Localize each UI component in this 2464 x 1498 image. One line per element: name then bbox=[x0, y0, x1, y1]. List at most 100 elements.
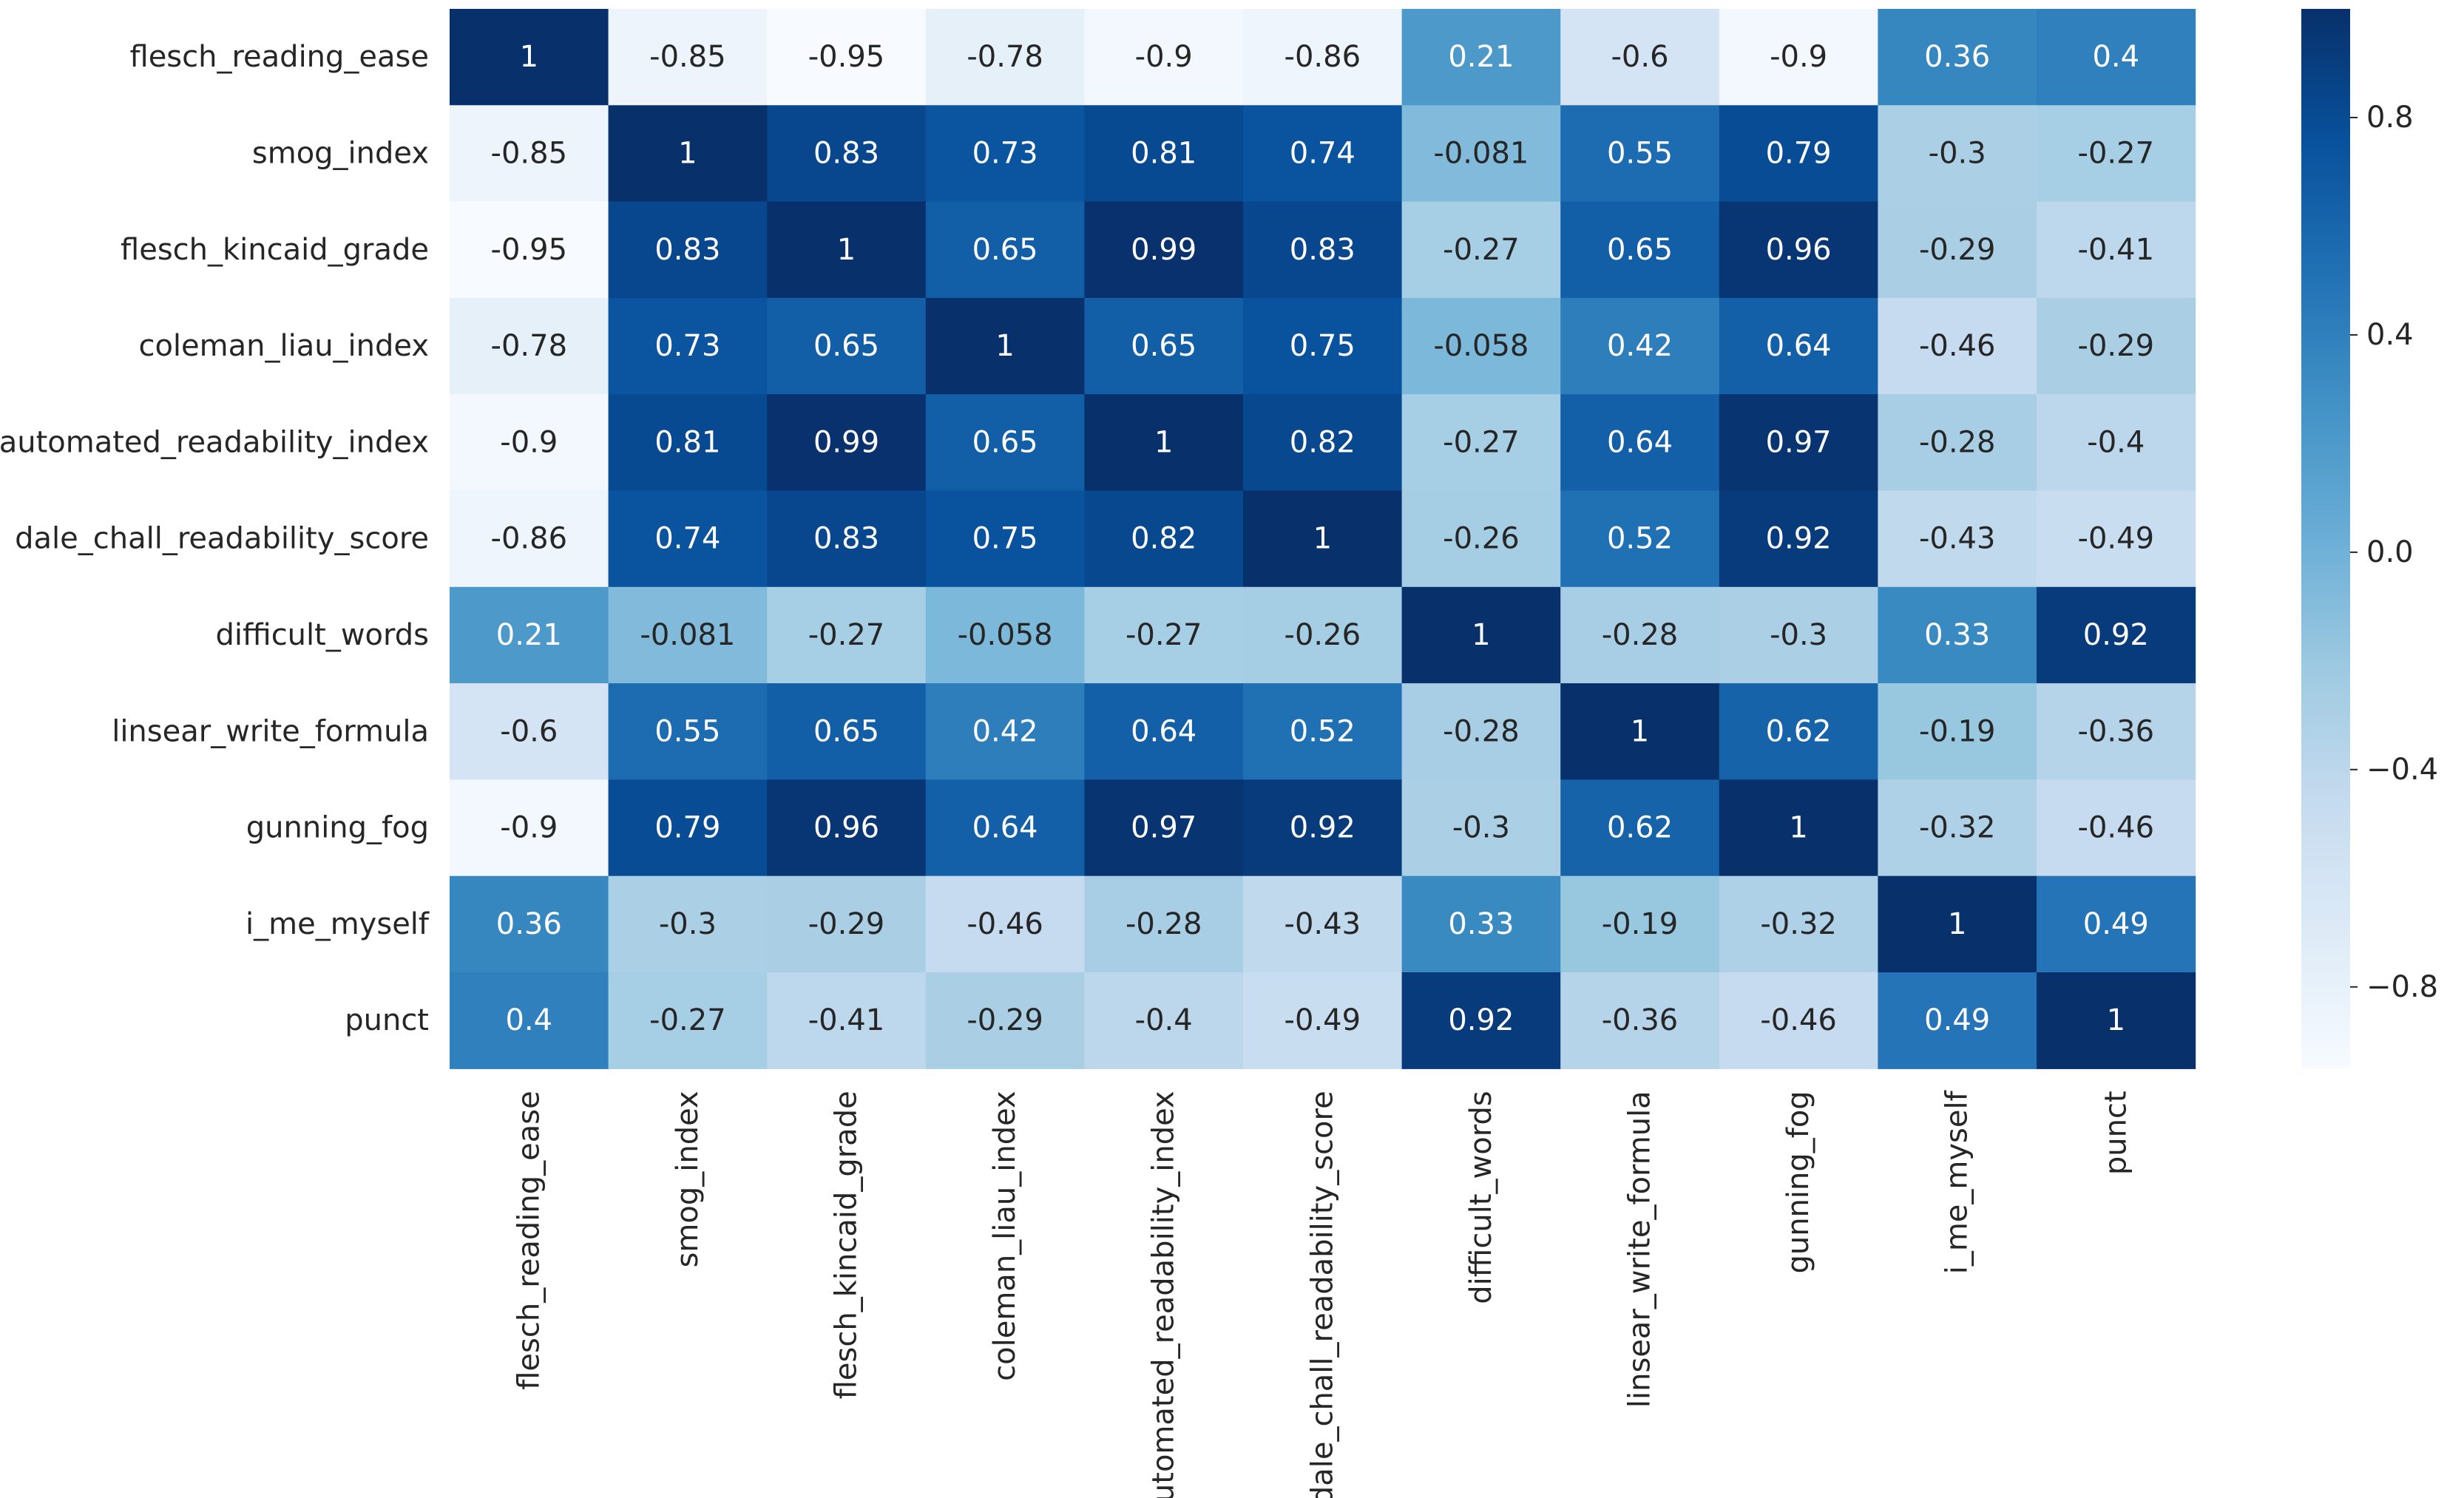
cell-annotation: 0.36 bbox=[496, 907, 562, 941]
row-label: gunning_fog bbox=[246, 811, 429, 845]
heatmap-cell bbox=[925, 9, 1085, 106]
heatmap-cell bbox=[450, 779, 609, 877]
heatmap-cell bbox=[767, 683, 927, 780]
cell-annotation: 0.83 bbox=[654, 233, 720, 267]
cell-annotation: -0.9 bbox=[500, 425, 558, 459]
cell-annotation: -0.26 bbox=[1443, 522, 1520, 556]
heatmap-cell bbox=[925, 297, 1085, 395]
heatmap-cell bbox=[767, 586, 927, 684]
heatmap-cell bbox=[1878, 683, 2037, 780]
cell-annotation: -0.78 bbox=[491, 329, 568, 363]
heatmap-cell bbox=[1401, 9, 1561, 106]
heatmap-cell bbox=[1401, 201, 1561, 299]
heatmap-cell bbox=[767, 201, 927, 299]
column-label: linsear_write_formula bbox=[1623, 1091, 1657, 1408]
heatmap-cell bbox=[2037, 586, 2196, 684]
heatmap-cell bbox=[1084, 586, 1244, 684]
cell-annotation: 0.82 bbox=[1131, 522, 1197, 556]
column-label: i_me_myself bbox=[1940, 1090, 1974, 1274]
heatmap-cell bbox=[1401, 586, 1561, 684]
cell-annotation: -0.85 bbox=[491, 136, 568, 170]
cell-annotation: 0.65 bbox=[813, 329, 879, 363]
cell-annotation: 0.92 bbox=[1766, 522, 1832, 556]
cell-annotation: -0.29 bbox=[808, 907, 885, 941]
heatmap-cell bbox=[767, 394, 927, 492]
column-label: coleman_liau_index bbox=[988, 1091, 1022, 1381]
cell-annotation: 0.62 bbox=[1607, 811, 1673, 845]
cell-annotation: -0.26 bbox=[1285, 618, 1361, 652]
row-label: smog_index bbox=[252, 136, 429, 170]
heatmap-cell bbox=[925, 490, 1085, 588]
cell-annotation: 0.83 bbox=[1290, 233, 1355, 267]
cell-annotation: 0.42 bbox=[972, 714, 1038, 748]
heatmap-cell bbox=[767, 779, 927, 877]
heatmap-cell bbox=[1719, 779, 1878, 877]
cell-annotation: -0.86 bbox=[1285, 40, 1361, 74]
cell-annotation: -0.3 bbox=[1452, 811, 1510, 845]
heatmap-cell bbox=[1401, 683, 1561, 780]
heatmap-cell bbox=[1243, 779, 1403, 877]
heatmap-cell bbox=[925, 779, 1085, 877]
heatmap-cell bbox=[1878, 105, 2037, 203]
cell-annotation: 0.99 bbox=[1131, 233, 1197, 267]
cell-annotation: -0.27 bbox=[1126, 618, 1202, 652]
heatmap-cell bbox=[608, 201, 768, 299]
row-label: linsear_write_formula bbox=[112, 714, 429, 748]
heatmap-cell bbox=[1878, 394, 2037, 492]
cell-annotation: -0.9 bbox=[1770, 40, 1827, 74]
cell-annotation: 0.64 bbox=[1131, 714, 1197, 748]
heatmap-cell bbox=[450, 875, 609, 973]
heatmap-cell bbox=[1084, 875, 1244, 973]
cell-annotation: -0.43 bbox=[1285, 907, 1361, 941]
cell-annotation: -0.32 bbox=[1760, 907, 1837, 941]
cell-annotation: -0.85 bbox=[649, 40, 726, 74]
heatmap-cell bbox=[1243, 490, 1403, 588]
heatmap-cell bbox=[450, 972, 609, 1069]
heatmap-cell bbox=[1719, 9, 1878, 106]
cell-annotation: 0.65 bbox=[972, 233, 1038, 267]
cell-annotation: 1 bbox=[678, 136, 697, 170]
colorbar-tick-label: −0.8 bbox=[2366, 970, 2438, 1004]
heatmap-cell bbox=[1878, 9, 2037, 106]
heatmap-cell bbox=[1401, 394, 1561, 492]
cell-annotation: -0.4 bbox=[1135, 1003, 1193, 1037]
cell-annotation: 0.83 bbox=[813, 522, 879, 556]
cell-annotation: -0.081 bbox=[640, 618, 735, 652]
heatmap-cell bbox=[2037, 875, 2196, 973]
heatmap-cell bbox=[1243, 105, 1403, 203]
cell-annotation: 0.73 bbox=[972, 136, 1038, 170]
cell-annotation: 0.74 bbox=[654, 522, 720, 556]
heatmap-cell bbox=[608, 972, 768, 1069]
cell-annotation: -0.46 bbox=[1760, 1003, 1837, 1037]
heatmap-cell bbox=[1243, 297, 1403, 395]
column-label: gunning_fog bbox=[1781, 1091, 1815, 1273]
colorbar-tick-label: 0.0 bbox=[2366, 535, 2414, 569]
cell-annotation: 0.75 bbox=[1290, 329, 1355, 363]
heatmap-cell bbox=[2037, 490, 2196, 588]
heatmap-cell bbox=[925, 683, 1085, 780]
heatmap-cell bbox=[2037, 201, 2196, 299]
cell-annotation: 0.79 bbox=[654, 811, 720, 845]
cell-annotation: -0.49 bbox=[1285, 1003, 1361, 1037]
cell-annotation: 0.21 bbox=[496, 618, 562, 652]
cell-annotation: -0.29 bbox=[1919, 233, 1996, 267]
cell-annotation: 0.83 bbox=[813, 136, 879, 170]
heatmap-cell bbox=[608, 297, 768, 395]
cell-annotation: -0.6 bbox=[1611, 40, 1668, 74]
cell-annotation: -0.95 bbox=[491, 233, 568, 267]
heatmap-cell bbox=[1560, 201, 1720, 299]
row-label: coleman_liau_index bbox=[138, 329, 429, 363]
heatmap-cell bbox=[767, 9, 927, 106]
cell-annotation: -0.27 bbox=[649, 1003, 726, 1037]
cell-annotation: 0.79 bbox=[1766, 136, 1832, 170]
heatmap-cell bbox=[1878, 201, 2037, 299]
heatmap-cell bbox=[1243, 394, 1403, 492]
heatmap-cell bbox=[450, 586, 609, 684]
heatmap-cell bbox=[767, 875, 927, 973]
colorbar-gradient bbox=[2301, 9, 2350, 1068]
heatmap-cell bbox=[1560, 683, 1720, 780]
cell-annotation: 0.64 bbox=[1607, 425, 1673, 459]
column-labels: flesch_reading_ease smog_index flesch_kinc… bbox=[512, 1090, 2133, 1498]
heatmap-cell bbox=[1878, 972, 2037, 1069]
